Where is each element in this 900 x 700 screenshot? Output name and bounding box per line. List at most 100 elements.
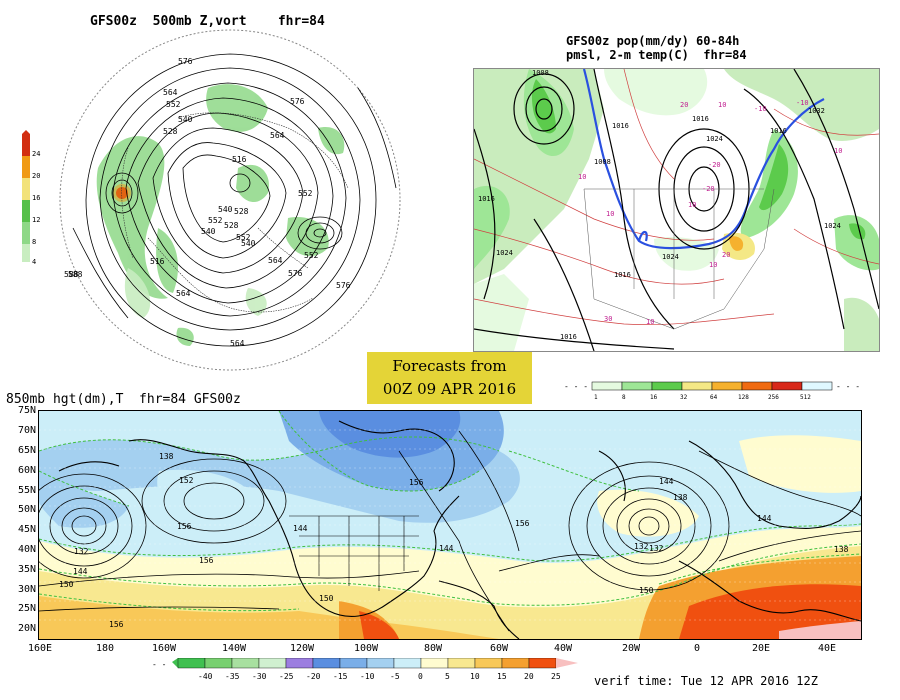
height-labels: 132 132 144 150 156 152 138 156 156 144 … (59, 452, 849, 629)
svg-text:1016: 1016 (478, 195, 495, 203)
svg-text:-10: -10 (754, 105, 767, 113)
colorbar-label: 4 (32, 258, 36, 266)
svg-text:144: 144 (757, 514, 772, 523)
svg-text:576: 576 (290, 97, 305, 106)
lat-label: 30N (17, 584, 36, 595)
svg-text:576: 576 (288, 269, 303, 278)
colorbar-label: -35 (225, 672, 240, 681)
precip-shading (474, 69, 879, 351)
svg-text:564: 564 (268, 256, 283, 265)
colorbar-label: 512 (800, 394, 811, 401)
svg-text:-20: -20 (708, 161, 721, 169)
lon-label: 40E (818, 643, 837, 654)
lon-label: 140W (222, 643, 247, 654)
svg-text:156: 156 (409, 478, 424, 487)
svg-text:-20: -20 (702, 185, 715, 193)
svg-text:1016: 1016 (614, 271, 631, 279)
colorbar-label: 25 (551, 672, 561, 681)
svg-text:144: 144 (293, 524, 308, 533)
colorbar-label: 8 (32, 238, 36, 246)
us-panel-title-line1: GFS00z pop(mm/dy) 60-84h (566, 34, 740, 48)
lon-label: 100W (354, 643, 379, 654)
colorbar-label: 256 (768, 394, 779, 401)
temperature-contours (474, 69, 879, 326)
isobar-labels: 1008 1016 1024 1016 1008 1016 1024 1032 … (478, 69, 841, 341)
svg-text:528: 528 (224, 221, 239, 230)
svg-text:10: 10 (688, 201, 696, 209)
lon-label: 60W (490, 643, 509, 654)
height-contours (39, 430, 861, 632)
lon-label: 80W (424, 643, 443, 654)
lat-label: 20N (17, 623, 36, 634)
svg-text:552: 552 (298, 189, 313, 198)
colorbar-label: 0 (418, 672, 423, 681)
colorbar-top-arrow (22, 130, 30, 134)
lat-label: 25N (17, 603, 36, 614)
svg-text:540: 540 (201, 227, 216, 236)
svg-text:540: 540 (218, 205, 233, 214)
colorbar-label: -30 (252, 672, 267, 681)
svg-text:576: 576 (178, 57, 193, 66)
svg-text:150: 150 (639, 586, 654, 595)
svg-text:10: 10 (578, 173, 586, 181)
svg-text:152: 152 (179, 476, 194, 485)
svg-text:138: 138 (834, 545, 849, 554)
svg-text:10: 10 (606, 210, 614, 218)
colorbar-label: 5 (445, 672, 450, 681)
temperature-labels: 10 20 10 -10 -20 10 10 10 10 30 20 -10 -… (578, 99, 842, 326)
lat-lon-grid (39, 429, 861, 621)
colorbar-label: -5 (390, 672, 400, 681)
svg-text:1016: 1016 (612, 122, 629, 130)
svg-text:516: 516 (232, 155, 247, 164)
colorbar-label: 16 (32, 194, 40, 202)
colorbar-label: -25 (279, 672, 294, 681)
lat-label: 40N (17, 544, 36, 555)
colorbar-label: 8 (622, 394, 626, 401)
svg-text:1024: 1024 (662, 253, 679, 261)
state-boundaries (289, 515, 419, 591)
svg-text:144: 144 (439, 544, 454, 553)
svg-text:576: 576 (336, 281, 351, 290)
svg-text:540: 540 (178, 115, 193, 124)
lon-label: 180 (96, 643, 115, 654)
lat-label: 70N (17, 425, 36, 436)
svg-text:10: 10 (834, 147, 842, 155)
temperature-contours (39, 411, 861, 612)
stamp-line2: 00Z 09 APR 2016 (382, 380, 517, 398)
coastlines (121, 112, 349, 313)
stamp-line1: Forecasts from (392, 357, 507, 375)
svg-text:30: 30 (604, 315, 612, 323)
svg-text:10: 10 (718, 101, 726, 109)
svg-text:1016: 1016 (770, 127, 787, 135)
colorbar-label: -20 (306, 672, 321, 681)
colorbar-label: 64 (710, 394, 718, 401)
svg-text:564: 564 (176, 289, 191, 298)
svg-text:528: 528 (163, 127, 178, 136)
svg-text:564: 564 (163, 88, 178, 97)
svg-text:564: 564 (270, 131, 285, 140)
polar-panel-title: GFS00z 500mb Z,vort fhr=84 (90, 14, 325, 29)
colorbar-label: 24 (32, 150, 40, 158)
political-boundaries (583, 188, 775, 330)
svg-text:156: 156 (199, 556, 214, 565)
svg-text:156: 156 (177, 522, 192, 531)
svg-text:138: 138 (159, 452, 174, 461)
svg-text:552: 552 (304, 251, 319, 260)
svg-text:144: 144 (73, 567, 88, 576)
colorbar-label: 1 (594, 394, 598, 401)
svg-text:588: 588 (64, 270, 79, 279)
lon-label: 160E (28, 643, 53, 654)
lat-label: 60N (17, 465, 36, 476)
svg-text:20: 20 (680, 101, 688, 109)
svg-text:20: 20 (722, 251, 730, 259)
freezing-line (582, 69, 825, 250)
svg-text:552: 552 (236, 233, 251, 242)
lat-label: 45N (17, 524, 36, 535)
svg-text:1016: 1016 (692, 115, 709, 123)
lat-label: 50N (17, 504, 36, 515)
svg-text:588: 588 (68, 270, 83, 279)
svg-text:138: 138 (673, 493, 688, 502)
svg-text:1016: 1016 (560, 333, 577, 341)
height-contours (72, 53, 397, 347)
svg-text:564: 564 (230, 339, 245, 348)
